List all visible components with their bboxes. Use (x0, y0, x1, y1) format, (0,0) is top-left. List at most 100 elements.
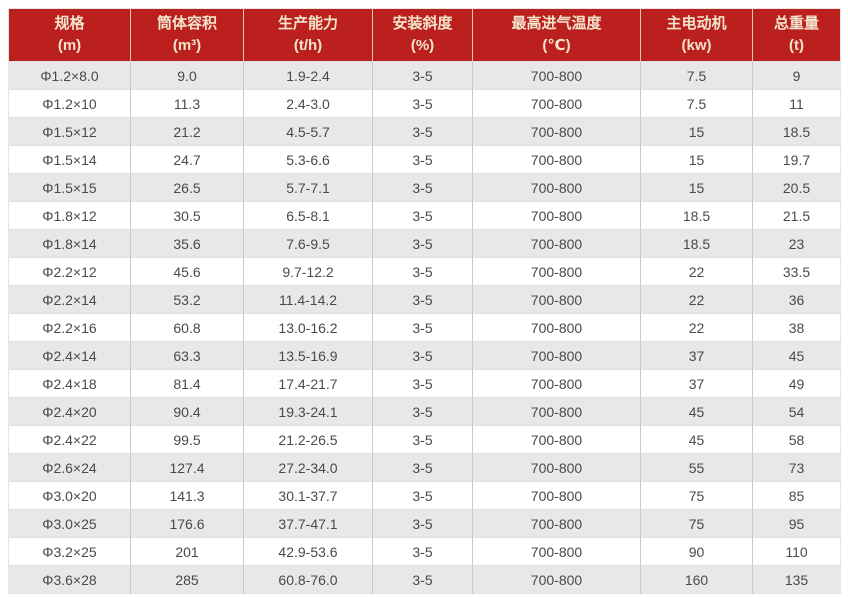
table-cell: 2.4-3.0 (243, 89, 373, 118)
column-header: 最高进气温度 (℃) (472, 8, 641, 62)
table-cell: 36 (752, 285, 841, 314)
table-cell: Φ1.5×15 (8, 173, 131, 202)
table-cell: Φ2.4×18 (8, 369, 131, 398)
table-cell: Φ2.2×12 (8, 257, 131, 286)
table-cell: 3-5 (372, 453, 473, 482)
table-row: Φ2.4×18 81.4 17.4-21.7 3-5 700-800 37 49 (8, 369, 841, 398)
table-cell: 58 (752, 425, 841, 454)
table-cell: 700-800 (472, 173, 641, 202)
table-cell: 3-5 (372, 257, 473, 286)
column-title: 主电动机 (666, 15, 727, 33)
table-cell: 3-5 (372, 565, 473, 594)
table-row: Φ2.6×24 127.4 27.2-34.0 3-5 700-800 55 73 (8, 453, 841, 482)
table-cell: Φ2.6×24 (8, 453, 131, 482)
table-cell: 18.5 (640, 229, 753, 258)
table-cell: 700-800 (472, 397, 641, 426)
table-row: Φ1.2×10 11.3 2.4-3.0 3-5 700-800 7.5 11 (8, 89, 841, 118)
table-cell: 700-800 (472, 481, 641, 510)
table-cell: 3-5 (372, 229, 473, 258)
table-cell: 3-5 (372, 397, 473, 426)
table-cell: 3-5 (372, 481, 473, 510)
table-cell: 17.4-21.7 (243, 369, 373, 398)
table-cell: 75 (640, 509, 753, 538)
table-cell: 21.5 (752, 201, 841, 230)
table-cell: 53.2 (130, 285, 244, 314)
table-cell: Φ3.0×20 (8, 481, 131, 510)
table-cell: 700-800 (472, 229, 641, 258)
table-cell: 135 (752, 565, 841, 594)
table-cell: 18.5 (640, 201, 753, 230)
table-cell: Φ2.4×14 (8, 341, 131, 370)
table-cell: 700-800 (472, 61, 641, 90)
table-cell: Φ3.0×25 (8, 509, 131, 538)
table-cell: 201 (130, 537, 244, 566)
table-cell: 700-800 (472, 257, 641, 286)
table-cell: Φ1.2×10 (8, 89, 131, 118)
table-cell: 3-5 (372, 173, 473, 202)
column-header: 筒体容积 (m³) (130, 8, 244, 62)
table-cell: 20.5 (752, 173, 841, 202)
table-cell: 60.8 (130, 313, 244, 342)
table-cell: 23 (752, 229, 841, 258)
column-unit: (m³) (172, 37, 202, 54)
table-cell: 45 (640, 397, 753, 426)
table-row: Φ2.4×14 63.3 13.5-16.9 3-5 700-800 37 45 (8, 341, 841, 370)
table-cell: Φ2.2×16 (8, 313, 131, 342)
table-cell: 285 (130, 565, 244, 594)
table-cell: 160 (640, 565, 753, 594)
table-cell: Φ2.2×14 (8, 285, 131, 314)
table-cell: 19.3-24.1 (243, 397, 373, 426)
table-cell: 81.4 (130, 369, 244, 398)
table-cell: 75 (640, 481, 753, 510)
column-unit: (m) (57, 37, 82, 54)
table-cell: 127.4 (130, 453, 244, 482)
table-cell: Φ3.6×28 (8, 565, 131, 594)
table-cell: 27.2-34.0 (243, 453, 373, 482)
table-cell: 1.9-2.4 (243, 61, 373, 90)
table-cell: 15 (640, 173, 753, 202)
table-cell: Φ2.4×20 (8, 397, 131, 426)
table-cell: 11.4-14.2 (243, 285, 373, 314)
column-unit: (%) (410, 37, 435, 54)
table-cell: 700-800 (472, 341, 641, 370)
table-cell: 18.5 (752, 117, 841, 146)
table-cell: 700-800 (472, 425, 641, 454)
table-cell: 37 (640, 369, 753, 398)
table-cell: 63.3 (130, 341, 244, 370)
table-cell: Φ3.2×25 (8, 537, 131, 566)
table-row: Φ1.5×14 24.7 5.3-6.6 3-5 700-800 15 19.7 (8, 145, 841, 174)
table-cell: 700-800 (472, 509, 641, 538)
table-cell: 33.5 (752, 257, 841, 286)
table-cell: 30.1-37.7 (243, 481, 373, 510)
table-row: Φ3.6×28 285 60.8-76.0 3-5 700-800 160 135 (8, 565, 841, 594)
table-row: Φ2.2×12 45.6 9.7-12.2 3-5 700-800 22 33.5 (8, 257, 841, 286)
table-cell: 38 (752, 313, 841, 342)
table-cell: 37.7-47.1 (243, 509, 373, 538)
table-cell: Φ1.5×12 (8, 117, 131, 146)
column-unit: (t) (789, 37, 804, 54)
table-cell: Φ2.4×22 (8, 425, 131, 454)
table-cell: 21.2 (130, 117, 244, 146)
table-cell: Φ1.8×14 (8, 229, 131, 258)
column-title: 生产能力 (277, 15, 338, 33)
table-cell: 54 (752, 397, 841, 426)
table-cell: 85 (752, 481, 841, 510)
table-cell: 11.3 (130, 89, 244, 118)
table-cell: 3-5 (372, 145, 473, 174)
table-cell: 3-5 (372, 89, 473, 118)
table-cell: 7.5 (640, 89, 753, 118)
table-body: Φ1.2×8.0 9.0 1.9-2.4 3-5 700-800 7.5 9 Φ1.2×10 1… (8, 61, 841, 594)
table-cell: Φ1.2×8.0 (8, 61, 131, 90)
table-cell: 7.5 (640, 61, 753, 90)
table-cell: 3-5 (372, 341, 473, 370)
table-cell: 3-5 (372, 369, 473, 398)
table-cell: 99.5 (130, 425, 244, 454)
table-cell: 45 (640, 425, 753, 454)
table-cell: 700-800 (472, 201, 641, 230)
table-cell: 22 (640, 285, 753, 314)
table-cell: 6.5-8.1 (243, 201, 373, 230)
table-row: Φ2.4×22 99.5 21.2-26.5 3-5 700-800 45 58 (8, 425, 841, 454)
table-cell: 21.2-26.5 (243, 425, 373, 454)
table-cell: 700-800 (472, 453, 641, 482)
table-row: Φ1.5×12 21.2 4.5-5.7 3-5 700-800 15 18.5 (8, 117, 841, 146)
